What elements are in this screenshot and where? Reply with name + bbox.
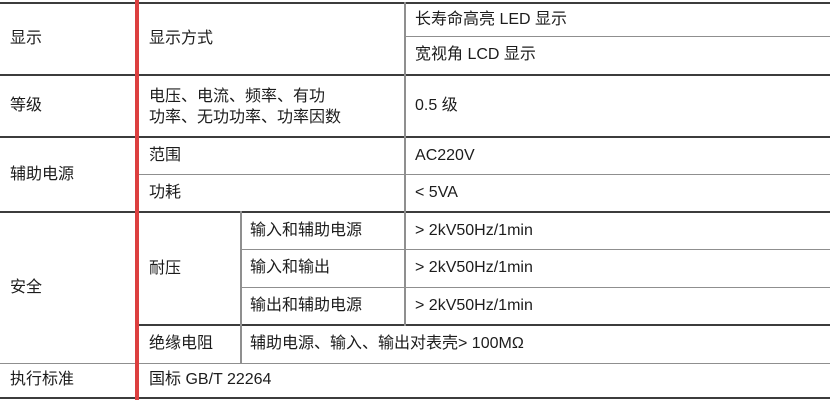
row-group-accuracy: 等级 (0, 75, 137, 138)
cell-withstand-item-label: 输入和输出 (240, 249, 406, 288)
cell-withstand-item-value: > 2kV50Hz/1min (405, 249, 830, 288)
cell-withstand-item-value: > 2kV50Hz/1min (405, 287, 830, 326)
row-group-display: 显示 (0, 3, 137, 76)
cell-display-led: 长寿命高亮 LED 显示 (405, 3, 830, 37)
cell-withstand-item-label: 输出和辅助电源 (240, 287, 406, 326)
cell-safety-withstand: 耐压 (137, 212, 240, 326)
cell-aux-range-label: 范围 (137, 137, 406, 175)
row-group-standard: 执行标准 (0, 363, 137, 399)
cell-safety-insulation-label: 绝缘电阻 (137, 325, 240, 364)
accuracy-desc-line2: 功率、无功功率、功率因数 (149, 109, 342, 126)
cell-accuracy-value: 0.5 级 (405, 75, 830, 138)
values-column-divider (404, 2, 406, 326)
cell-standard-value: 国标 GB/T 22264 (137, 363, 830, 399)
cell-withstand-item-label: 输入和辅助电源 (240, 212, 406, 250)
accuracy-desc-line1: 电压、电流、频率、有功 (149, 88, 326, 105)
cell-withstand-item-value: > 2kV50Hz/1min (405, 212, 830, 250)
cell-aux-consumption-label: 功耗 (137, 174, 406, 213)
cell-accuracy-desc: 电压、电流、频率、有功 功率、无功功率、功率因数 (137, 75, 406, 138)
row-group-aux-power: 辅助电源 (0, 137, 137, 213)
cell-display-lcd: 宽视角 LCD 显示 (405, 36, 830, 76)
red-column-divider (135, 0, 139, 400)
cell-display-method: 显示方式 (137, 3, 406, 76)
row-group-safety: 安全 (0, 212, 137, 364)
safety-sub-column-divider (240, 211, 242, 363)
cell-aux-consumption-value: < 5VA (405, 174, 830, 213)
cell-safety-insulation-value: 辅助电源、输入、输出对表壳> 100MΩ (240, 325, 830, 364)
cell-aux-range-value: AC220V (405, 137, 830, 175)
